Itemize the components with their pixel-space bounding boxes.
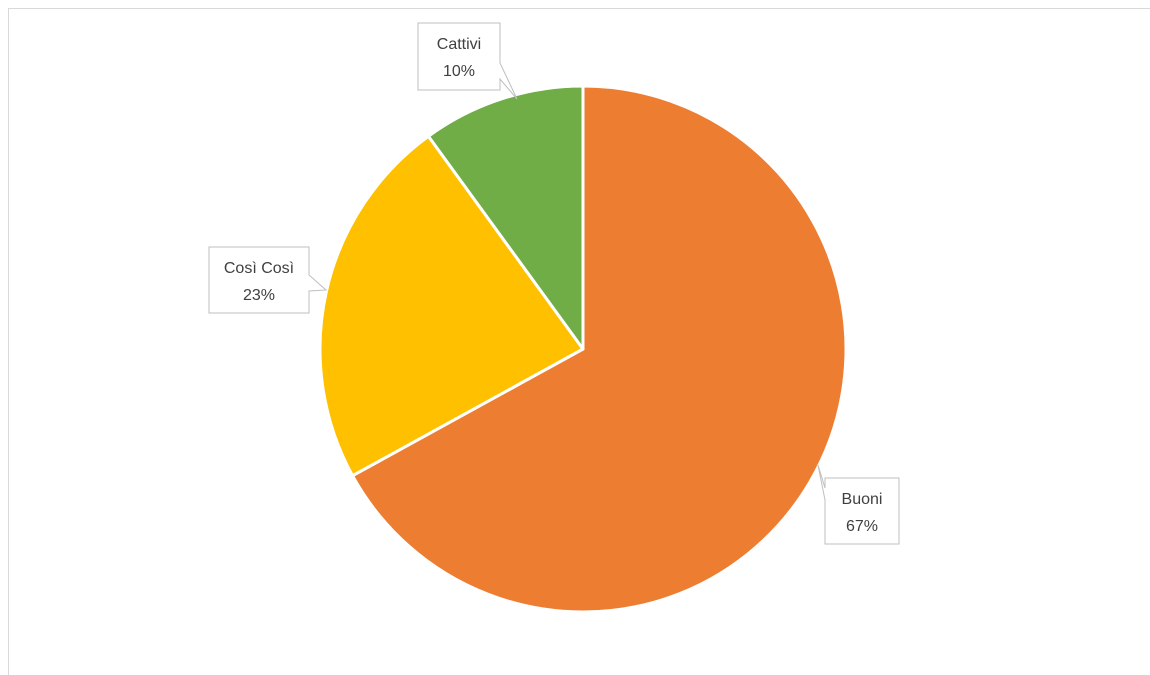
callout-box: [417, 22, 518, 100]
data-label-percent: 23%: [243, 287, 275, 304]
data-label-cos-cos-: Così Così 23%: [208, 246, 328, 314]
data-label-percent: 10%: [443, 63, 475, 80]
callout-box: [208, 246, 328, 314]
data-label-percent: 67%: [846, 518, 878, 535]
data-label-category: Così Così: [224, 260, 294, 277]
pie-slice-buoni: [351, 84, 848, 614]
pie-slice-cattivi: [426, 84, 585, 351]
pie-slice-cos-cos-: [318, 134, 585, 478]
chart-area: [8, 8, 1150, 675]
data-label-cattivi: Cattivi 10%: [417, 22, 518, 100]
data-labels: Buoni 67% Così Così 23% Cattivi 10%: [208, 22, 900, 545]
data-label-buoni: Buoni 67%: [817, 464, 900, 545]
callout-box: [817, 464, 900, 545]
pie-slices: [318, 84, 848, 614]
data-label-category: Cattivi: [437, 36, 481, 53]
data-label-category: Buoni: [842, 491, 883, 508]
